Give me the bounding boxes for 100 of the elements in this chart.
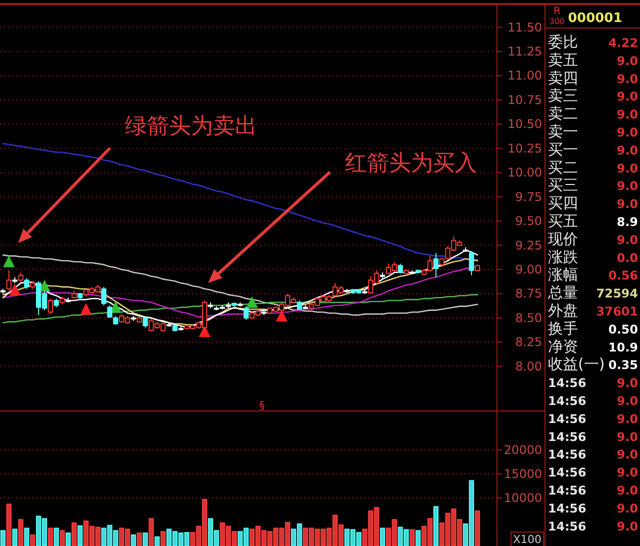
text: 10.9 [608, 340, 638, 354]
y-tick-label: 15000 [504, 466, 542, 481]
bar [48, 528, 53, 546]
category-label: 买一 [548, 140, 578, 158]
text: 9.0 [616, 72, 638, 86]
bar [474, 510, 480, 546]
text: 9.0 [616, 126, 638, 140]
bar [77, 525, 83, 546]
category-label: 14:56 [548, 466, 586, 480]
category-label: 14:56 [548, 430, 586, 444]
bar [136, 532, 142, 546]
category-label: 14:56 [548, 394, 586, 408]
text: 9.0 [616, 143, 638, 158]
text: 9.0 [616, 501, 638, 516]
y-tick-label: 9.00 [515, 262, 542, 276]
y-tick-label: 9.75 [515, 190, 542, 204]
bar [142, 532, 148, 546]
text: 9.0 [616, 484, 638, 498]
text: 9.0 [616, 430, 638, 444]
y-tick-label: 9.25 [515, 238, 542, 252]
point [9, 284, 20, 296]
line-series [2, 294, 478, 324]
y-tick-label: 8.25 [515, 335, 542, 350]
text: 300 [549, 17, 565, 26]
point [276, 310, 288, 322]
category-label: 14:56 [548, 376, 586, 390]
category-label: 委比 [548, 33, 578, 51]
category-label: 卖二 [548, 104, 578, 123]
annotation: 红箭头为买入 [345, 151, 477, 176]
bar [6, 504, 12, 546]
category-label: 卖四 [548, 68, 578, 87]
text: 9.0 [616, 412, 638, 426]
text: 72594 [596, 286, 638, 301]
annotation: 绿箭头为卖出 [125, 114, 257, 139]
text: 0.56 [608, 268, 638, 283]
text: 4.22 [608, 36, 638, 50]
bar [54, 528, 59, 546]
text: 9.0 [616, 179, 638, 194]
bar [154, 536, 160, 546]
bar [410, 529, 415, 546]
category-label: 买三 [548, 176, 578, 194]
bar [160, 531, 166, 546]
bar [148, 518, 154, 546]
category-label: 买五 [548, 212, 578, 230]
y-tick-label: 11.00 [508, 68, 542, 83]
text: 9.0 [616, 197, 638, 212]
point [80, 304, 92, 315]
category-label: 14:56 [548, 448, 586, 462]
y-tick-label: 8.75 [515, 286, 542, 301]
category-label: 净资 [548, 337, 578, 356]
text: 9.0 [616, 90, 638, 104]
y-tick-label: 10.50 [508, 117, 542, 132]
y-tick-label: 9.50 [515, 214, 542, 228]
y-tick-label: 10.00 [508, 166, 542, 180]
category-label: 14:56 [548, 412, 586, 426]
category-label: 现价 [548, 230, 578, 248]
bar [60, 530, 65, 546]
text: 9.0 [616, 232, 638, 247]
y-tick-label: 11.25 [508, 44, 542, 58]
text: 9.0 [616, 108, 638, 122]
category-label: 买二 [548, 158, 578, 176]
point [246, 296, 258, 308]
bar [0, 530, 6, 546]
point [3, 256, 14, 268]
category-label: 卖一 [548, 122, 578, 140]
y-tick-label: 8.00 [515, 359, 542, 374]
category-label: 总量 [547, 284, 578, 302]
bar [72, 522, 77, 546]
bar [24, 528, 30, 546]
text: 8.9 [616, 215, 638, 229]
y-tick-label: 11.50 [508, 20, 542, 34]
text: 9.0 [616, 466, 638, 480]
category-label: 买四 [548, 194, 578, 212]
text: 9.0 [616, 448, 638, 462]
annotation: § [259, 399, 265, 412]
y-tick-label: 10000 [504, 490, 542, 505]
category-label: 卖五 [548, 50, 578, 69]
text: R [554, 6, 561, 17]
category-label: 换手 [548, 319, 578, 338]
y-tick-label: 10.75 [508, 92, 542, 107]
category-label: 14:56 [548, 484, 586, 498]
text: 9.0 [616, 394, 638, 408]
text: 9.0 [616, 376, 638, 390]
text: 37601 [596, 304, 638, 318]
line-series [2, 254, 478, 316]
category-label: 外盘 [548, 302, 578, 320]
category-label: 卖三 [548, 86, 578, 105]
category-label: 14:56 [548, 501, 586, 516]
text: X100 [513, 533, 542, 546]
text: 000001 [568, 11, 622, 26]
y-tick-label: 8.50 [515, 310, 542, 325]
bar [30, 534, 36, 546]
bar [380, 528, 386, 546]
text: 0.50 [608, 322, 638, 336]
bar [66, 532, 71, 546]
bar [433, 506, 438, 546]
text: 0.0 [616, 250, 638, 265]
bar [416, 530, 421, 546]
category-label: 14:56 [548, 519, 586, 534]
text: 0.35 [608, 358, 638, 372]
